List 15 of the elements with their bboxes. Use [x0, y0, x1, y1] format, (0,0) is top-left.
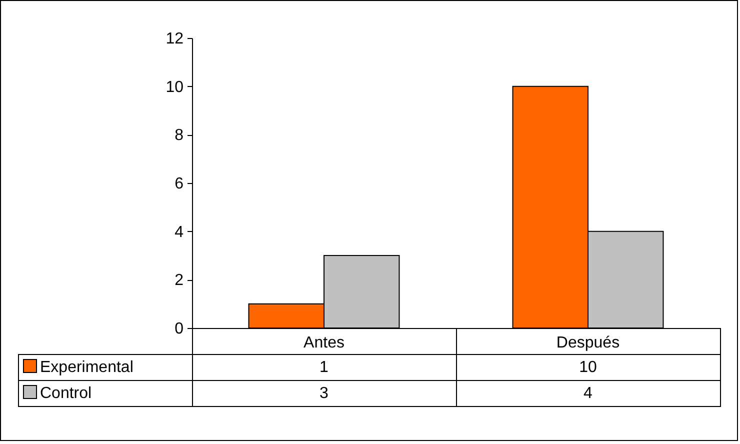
data-label: 10 [456, 354, 720, 380]
y-tick-label: 12 [166, 30, 184, 48]
y-tick-label: 4 [174, 224, 184, 241]
y-tick-label: 8 [174, 127, 184, 144]
y-tick-label: 2 [174, 272, 184, 290]
x-tick-label: Antes [304, 334, 344, 352]
y-tick-label: 10 [166, 78, 184, 96]
x-tick-label: Después [556, 334, 620, 352]
data-label: 3 [192, 380, 456, 406]
y-tick-label: 0 [174, 320, 184, 338]
y-tick-label: 6 [174, 176, 184, 192]
legend-label: Control [18, 380, 192, 406]
data-label: 4 [456, 380, 720, 406]
legend-label: Experimental [18, 354, 192, 380]
data-label: 1 [192, 354, 456, 380]
